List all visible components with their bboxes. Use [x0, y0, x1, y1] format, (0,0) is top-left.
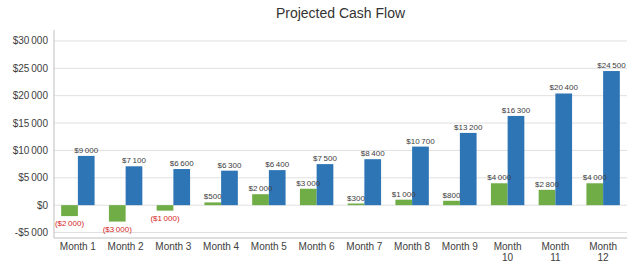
data-label: $24 500 [597, 61, 626, 70]
bar [221, 171, 238, 205]
bar [300, 189, 317, 205]
grid-line [54, 40, 627, 41]
data-label: $500 [204, 192, 222, 201]
bar [157, 205, 174, 210]
x-tick-label: Month 3 [155, 241, 192, 252]
x-tick-label: Month 1 [60, 241, 97, 252]
bar [109, 205, 126, 221]
x-tick-label: Month 2 [108, 241, 145, 252]
data-labels: ($2 000) ($3 000) ($1 000) $500 $2 000 $3 000… [55, 61, 626, 234]
data-label: $6 400 [265, 160, 289, 169]
bar [539, 190, 556, 205]
data-label: $6 600 [170, 159, 194, 168]
data-label: $16 300 [502, 106, 531, 115]
data-label: $6 300 [218, 161, 242, 170]
bar [443, 201, 460, 205]
grid-line [54, 150, 627, 151]
x-axis-line [54, 238, 627, 239]
chart: Projected Cash Flow -$5 000 $0 $5 000 $10 00… [0, 0, 637, 268]
x-tick-label: Month 8 [394, 241, 431, 252]
data-label: $20 400 [550, 83, 579, 92]
bar [78, 156, 95, 205]
data-label: $4 000 [583, 173, 607, 182]
bar [508, 116, 525, 205]
y-axis-line [54, 30, 55, 238]
x-tick-label: Month 9 [442, 241, 479, 252]
data-label: $800 [443, 191, 461, 200]
x-tick-label: Month 4 [203, 241, 240, 252]
bar [348, 204, 365, 206]
bar [603, 71, 620, 205]
title: Projected Cash Flow [276, 5, 406, 21]
x-tick-label: Month10 [494, 241, 522, 263]
data-label: $3 000 [296, 179, 320, 188]
data-label: $4 000 [487, 173, 511, 182]
bar [395, 200, 412, 205]
data-label: $7 100 [122, 156, 146, 165]
data-label: $10 700 [406, 137, 435, 146]
bar [61, 205, 78, 216]
y-tick-label: $5 000 [18, 172, 48, 183]
grid-line [54, 123, 627, 124]
bar [364, 159, 381, 205]
y-tick-label: $15 000 [13, 118, 49, 129]
bar [126, 166, 143, 205]
data-label: $300 [347, 194, 365, 203]
y-tick-label: -$5 000 [15, 227, 49, 238]
data-label: $2 000 [249, 184, 273, 193]
bar [491, 183, 508, 205]
grid-line [54, 68, 627, 69]
grid-line [54, 95, 627, 96]
x-tick-label: Month 6 [299, 241, 336, 252]
x-tick-label: Month 5 [251, 241, 288, 252]
data-label: ($2 000) [55, 219, 85, 228]
data-label: $13 200 [454, 123, 483, 132]
grid [54, 41, 627, 233]
x-tick-label: Month12 [589, 241, 617, 263]
bar [173, 169, 190, 205]
bars [61, 71, 620, 222]
y-tick-label: $20 000 [13, 90, 49, 101]
y-tick-label: $0 [37, 200, 49, 211]
y-tick-label: $10 000 [13, 145, 49, 156]
data-label: $1 000 [392, 190, 416, 199]
data-label: $2 800 [535, 180, 559, 189]
bar [252, 194, 269, 205]
data-label: $7 500 [313, 154, 337, 163]
data-label: ($1 000) [150, 214, 180, 223]
grid-line [54, 232, 627, 233]
data-label: $9 000 [74, 146, 98, 155]
bar [460, 133, 477, 205]
x-tick-label: Month 7 [346, 241, 383, 252]
data-label: $8 400 [361, 149, 385, 158]
y-tick-label: $30 000 [13, 35, 49, 46]
bar [204, 202, 221, 205]
data-label: ($3 000) [103, 225, 133, 234]
x-tick-label: Month11 [541, 241, 569, 263]
y-tick-label: $25 000 [13, 63, 49, 74]
bar [586, 183, 603, 205]
